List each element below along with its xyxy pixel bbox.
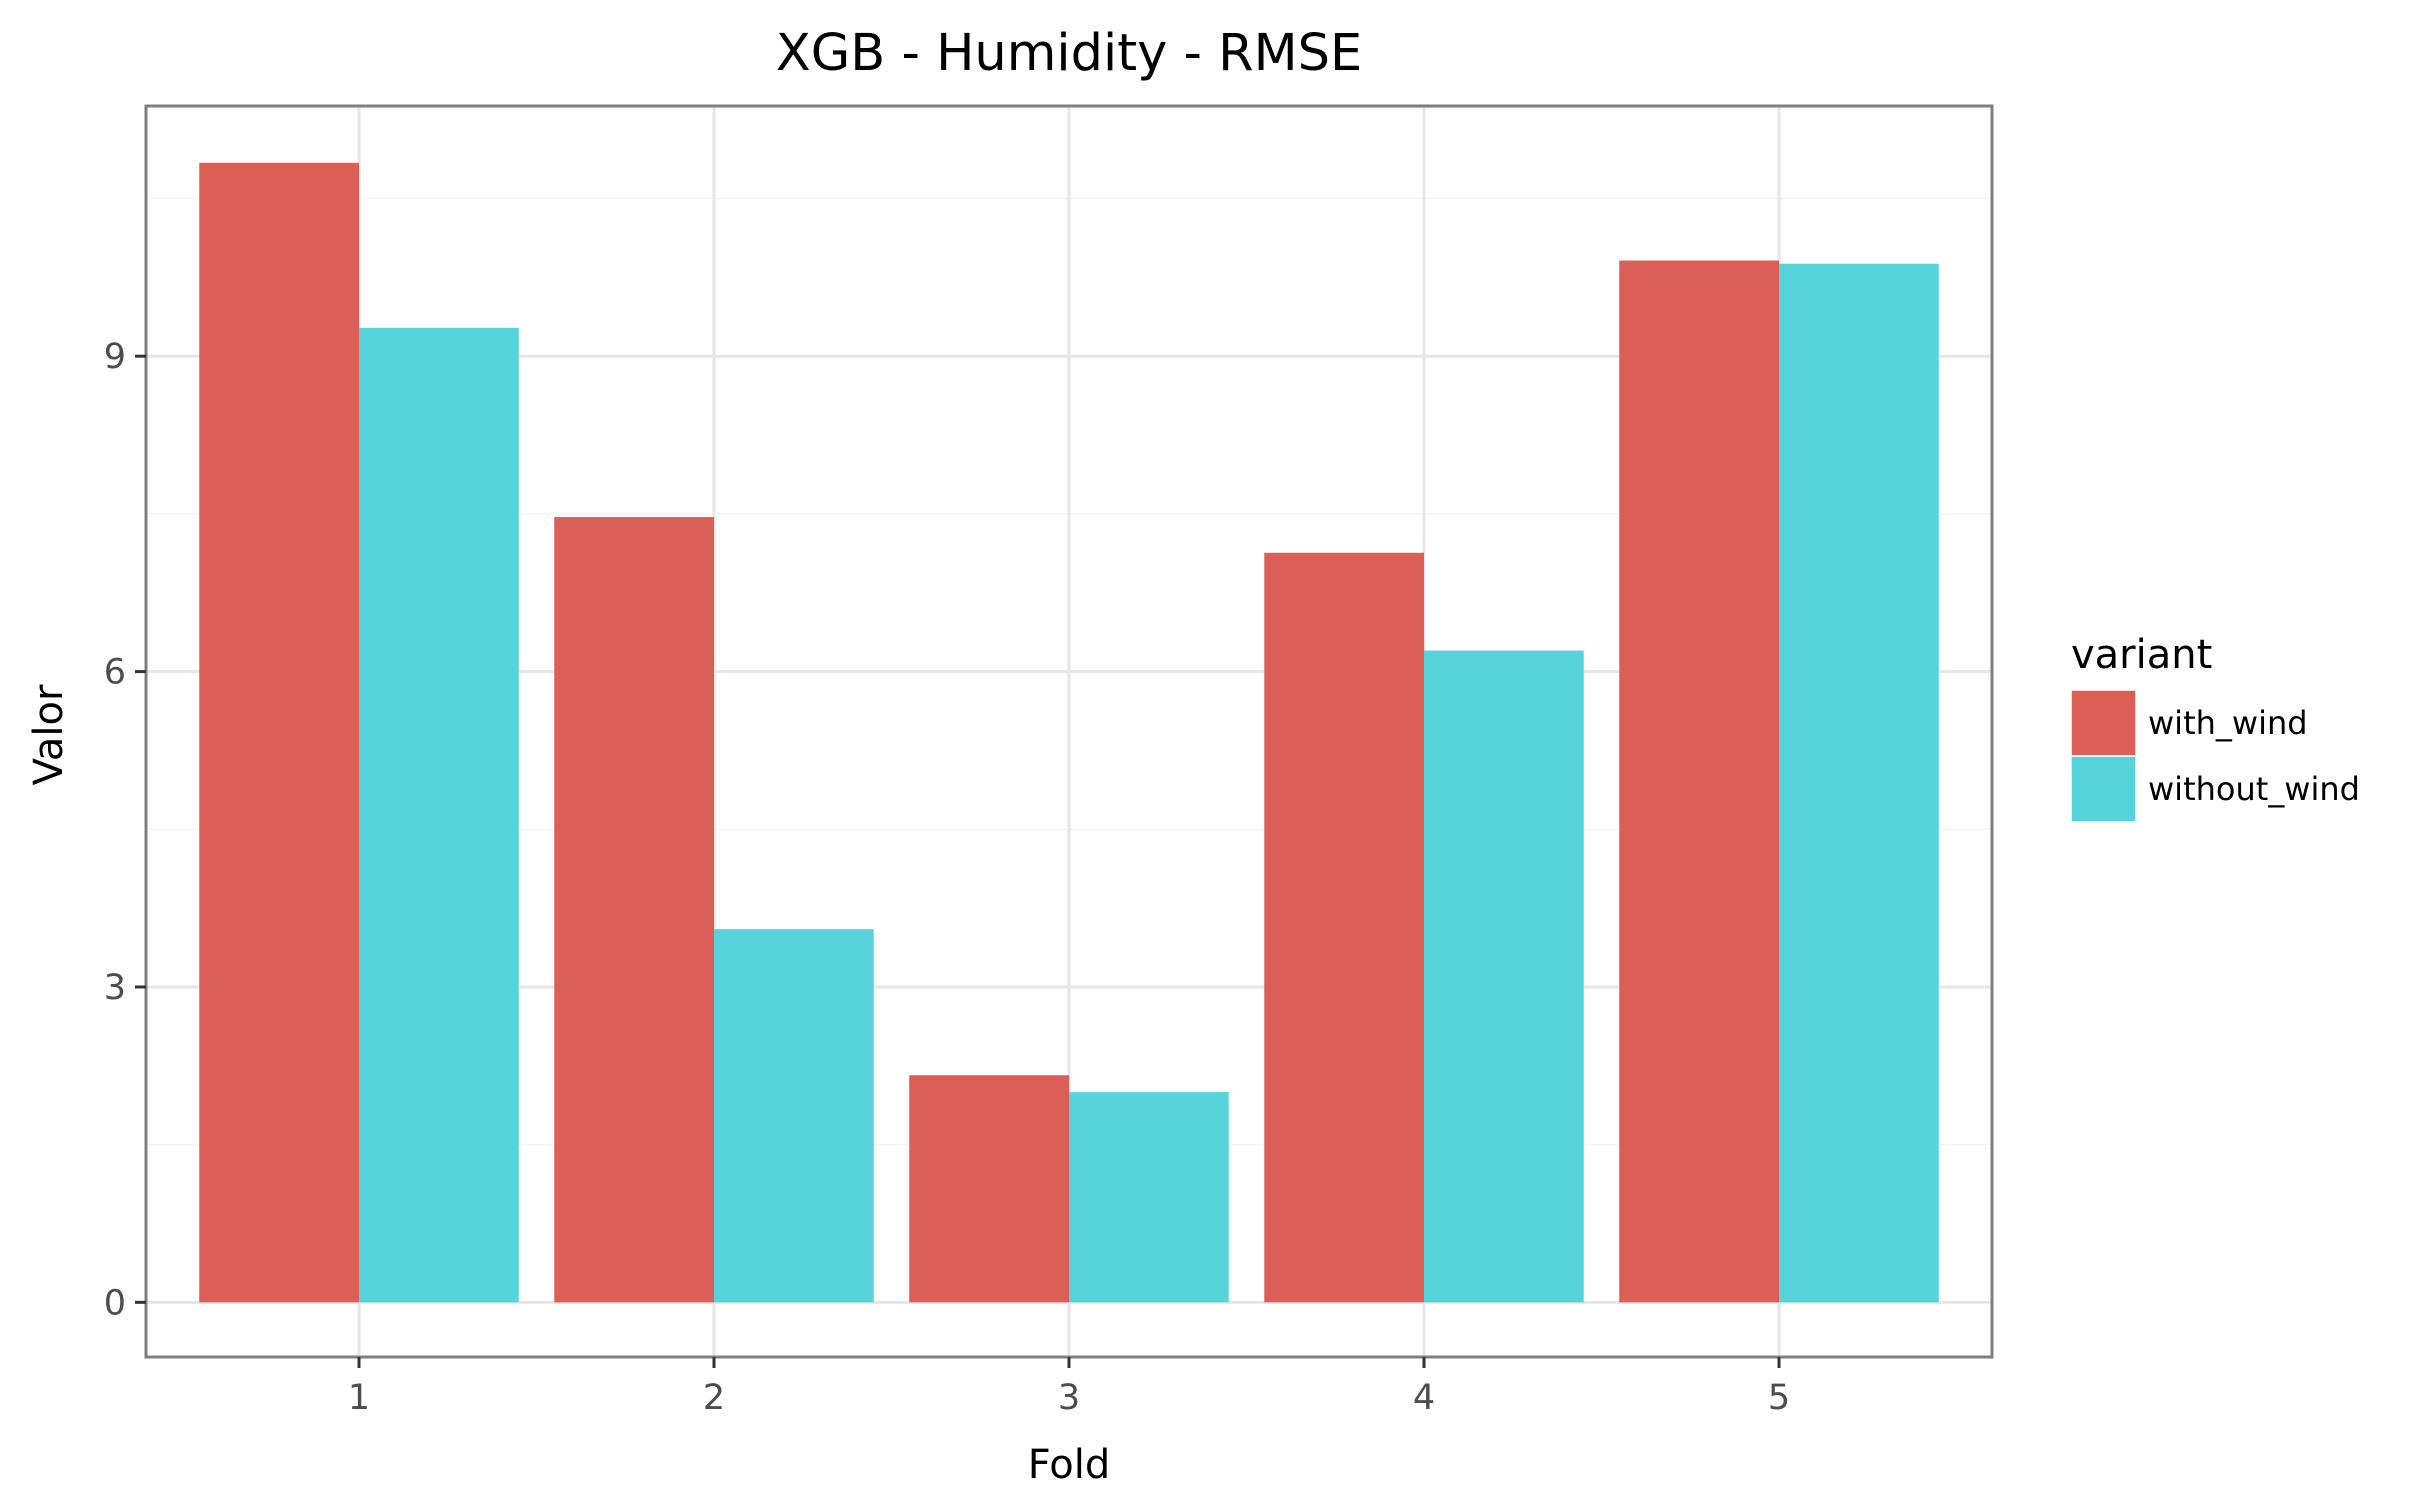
chart-title: XGB - Humidity - RMSE [776,24,1362,83]
legend-label-with_wind: with_wind [2148,704,2308,742]
x-tick-label: 1 [348,1378,370,1418]
y-axis-title: Valor [26,684,72,785]
x-tick-label: 3 [1058,1378,1080,1418]
y-tick-label: 9 [104,337,126,377]
legend-label-without_wind: without_wind [2148,770,2360,808]
y-tick-label: 0 [104,1283,126,1323]
bar-without_wind-2 [714,929,874,1303]
bar-without_wind-5 [1779,263,1939,1303]
x-tick-label: 5 [1768,1378,1790,1418]
bar-without_wind-4 [1424,650,1584,1303]
legend: variant with_wind without_wind [2070,632,2360,823]
bar-with_wind-1 [199,162,359,1303]
x-axis-title: Fold [1028,1442,1111,1488]
y-tick-label: 3 [104,968,126,1008]
legend-key-with_wind [2070,689,2137,757]
bar-without_wind-3 [1069,1092,1229,1303]
plot-panel [144,104,1994,1359]
legend-key-without_wind [2070,755,2137,823]
bar-with_wind-3 [909,1075,1069,1303]
y-tick-label: 6 [104,653,126,693]
bar-without_wind-1 [359,327,519,1303]
x-tick-label: 4 [1413,1378,1435,1418]
bar-with_wind-2 [554,517,714,1303]
bars [199,162,1939,1303]
legend-title: variant [2071,632,2212,678]
x-tick-label: 2 [703,1378,725,1418]
bar-with_wind-4 [1264,552,1424,1303]
bar-with_wind-5 [1619,260,1779,1303]
